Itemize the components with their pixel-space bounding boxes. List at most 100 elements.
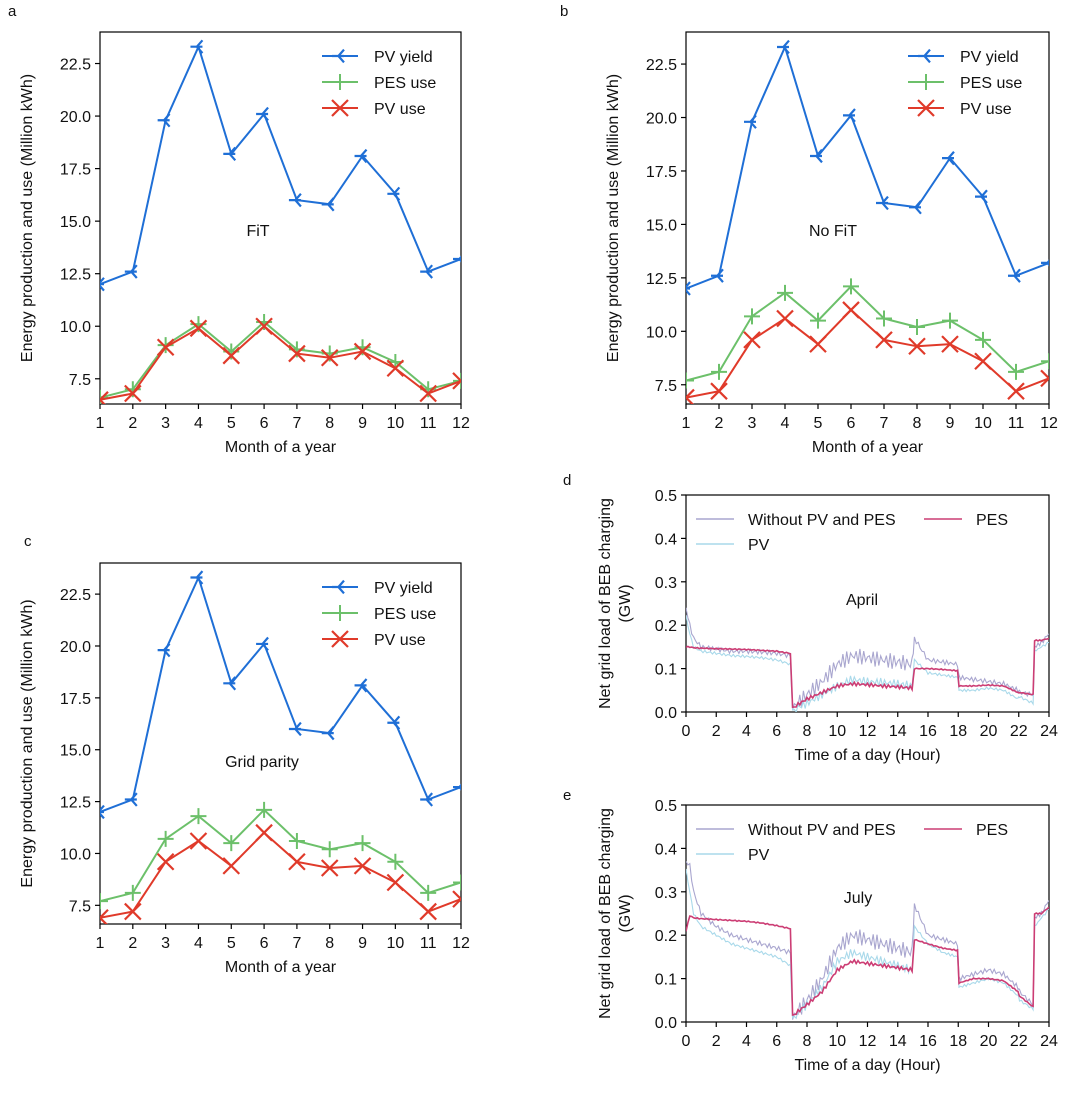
panel-label: e — [563, 787, 571, 804]
series-line — [100, 831, 461, 919]
data-point — [975, 189, 988, 204]
legend: PV yield PES use PV use — [322, 579, 436, 649]
y-tick-label: 0.1 — [655, 972, 677, 989]
legend-label: PV yield — [960, 49, 1019, 66]
legend: PV yield PES use PV use — [908, 48, 1022, 118]
data-point — [100, 908, 109, 924]
x-tick-label: 3 — [161, 415, 170, 432]
data-point — [321, 726, 335, 741]
legend-marker — [917, 99, 935, 117]
x-tick-label: 9 — [946, 415, 955, 432]
x-tick-label: 14 — [889, 1033, 907, 1050]
data-point — [354, 148, 368, 164]
data-point — [744, 308, 760, 325]
data-point — [124, 384, 142, 403]
data-point — [453, 372, 461, 389]
data-point — [222, 346, 241, 365]
y-axis-label: Energy production and use (Million kWh) — [19, 74, 36, 362]
data-point — [190, 570, 204, 585]
x-tick-label: 18 — [949, 1033, 967, 1050]
legend-marker — [332, 48, 345, 64]
x-tick-label: 10 — [828, 1033, 846, 1050]
y-tick-label: 0.4 — [655, 841, 677, 858]
data-point — [942, 312, 958, 329]
x-axis-label: Month of a year — [225, 439, 337, 456]
x-tick-label: 20 — [980, 1033, 998, 1050]
series-line — [686, 861, 1049, 1020]
data-point — [420, 884, 437, 901]
series-without-pv-and-pes — [686, 607, 1049, 710]
legend-label: Without PV and PES — [748, 512, 896, 529]
legend-marker — [331, 630, 349, 648]
x-tick-label: 11 — [1008, 415, 1025, 432]
data-point — [156, 852, 175, 871]
data-point — [100, 277, 105, 292]
data-point — [420, 264, 434, 279]
x-tick-label: 10 — [386, 415, 404, 432]
series-line — [686, 637, 1049, 709]
x-tick-label: 22 — [1010, 1033, 1028, 1050]
x-tick-label: 3 — [748, 415, 757, 432]
y-tick-label: 7.5 — [69, 372, 91, 389]
data-point — [942, 151, 955, 166]
x-tick-label: 4 — [194, 935, 203, 952]
data-point — [909, 319, 925, 336]
panel-c: c1 2 3 4 5 6 7 8 9 10 11 127.510.012.515.017.520.02… — [19, 533, 470, 976]
data-point — [255, 317, 273, 336]
data-point — [876, 310, 892, 327]
data-point — [386, 873, 405, 892]
legend-label: PES — [976, 512, 1008, 529]
y-tick-label: 10.0 — [60, 319, 91, 336]
data-point — [1007, 382, 1025, 400]
x-tick-label: 8 — [803, 723, 812, 740]
series-line — [100, 320, 461, 399]
x-tick-label: 2 — [715, 415, 724, 432]
data-point — [288, 721, 302, 737]
data-point — [223, 146, 237, 162]
data-point — [256, 106, 269, 122]
x-tick-label: 24 — [1040, 723, 1058, 740]
y-tick-label: 12.5 — [60, 795, 91, 812]
series-pes-use — [100, 801, 461, 910]
data-point — [100, 389, 108, 404]
series-line — [686, 906, 1049, 1017]
y-tick-label: 17.5 — [60, 691, 91, 708]
x-tick-label: 2 — [712, 1033, 721, 1050]
data-point — [941, 335, 959, 353]
data-point — [124, 884, 141, 901]
data-point — [453, 783, 461, 791]
x-axis-label: Month of a year — [812, 439, 924, 456]
y-tick-label: 7.5 — [655, 378, 677, 395]
legend-marker — [918, 48, 931, 64]
legend-label: PV use — [374, 632, 426, 649]
x-tick-label: 20 — [980, 723, 998, 740]
data-point — [321, 841, 338, 858]
panel-a: a1 2 3 4 5 6 7 8 9 10 11 127.510.012.515.017.520.02… — [8, 3, 470, 456]
series-pv-yield — [686, 39, 1049, 296]
legend: Without PV and PES PV PES — [696, 822, 1008, 864]
x-tick-label: 14 — [889, 723, 907, 740]
x-tick-label: 6 — [847, 415, 856, 432]
legend-marker — [332, 605, 348, 621]
x-axis-label: Time of a day (Hour) — [794, 1057, 940, 1074]
series-line — [100, 808, 461, 903]
series-line — [100, 574, 461, 813]
y-axis-label: Energy production and use (Million kWh) — [19, 599, 36, 887]
data-point — [843, 108, 856, 123]
x-tick-label: 1 — [682, 415, 691, 432]
data-point — [909, 200, 922, 215]
x-tick-label: 16 — [919, 1033, 937, 1050]
y-tick-label: 0.0 — [655, 1015, 677, 1032]
y-tick-label: 12.5 — [60, 267, 91, 284]
data-point — [711, 363, 727, 380]
data-point — [1041, 353, 1049, 370]
data-point — [908, 337, 926, 356]
chart-annotation: April — [846, 592, 878, 609]
legend: PV yield PES use PV use — [322, 48, 436, 118]
x-tick-label: 0 — [682, 1033, 691, 1050]
data-point — [686, 281, 691, 296]
data-point — [189, 319, 208, 338]
legend-label: PES use — [374, 606, 436, 623]
panel-d: d0 2 4 6 8 10 12 14 16 18 20 22 240.00.10.20.30.40.5… — [563, 472, 1058, 764]
